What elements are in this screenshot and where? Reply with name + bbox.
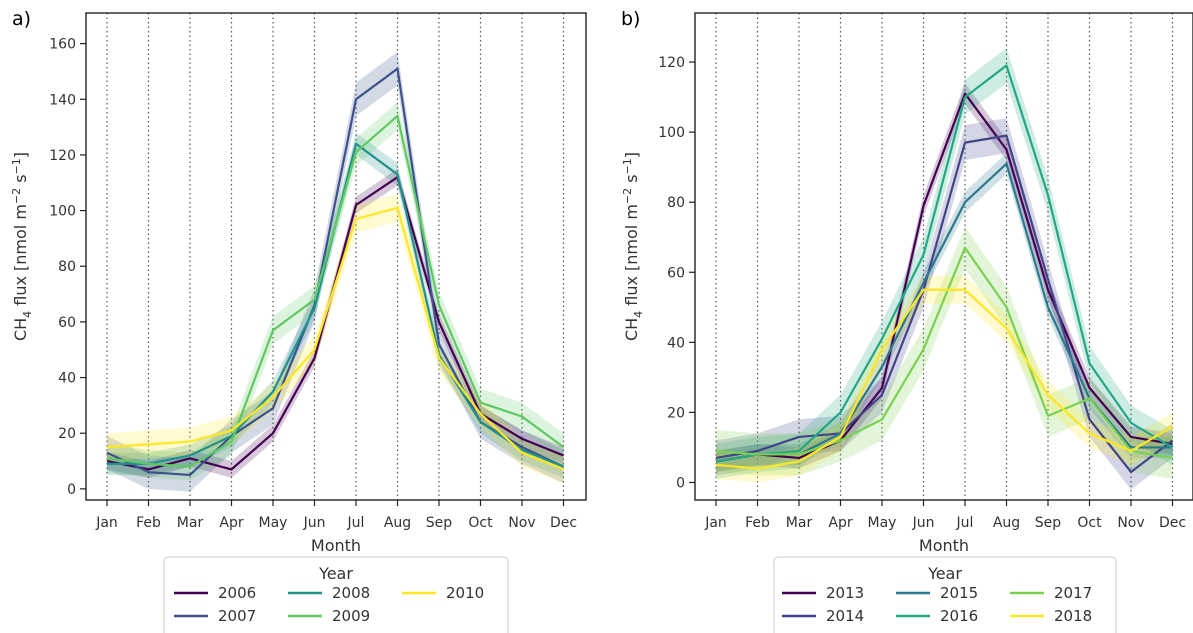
- legend-label-2010: 2010: [446, 584, 484, 602]
- y-tick-label: 100: [658, 125, 685, 141]
- confidence-band-2014: [716, 118, 1173, 490]
- y-tick-label: 20: [667, 405, 685, 421]
- x-tick-label: Nov: [508, 515, 535, 531]
- y-axis-label-part: 4: [632, 311, 645, 318]
- y-axis-label-part: −2: [10, 188, 23, 204]
- y-tick-label: 40: [58, 371, 76, 387]
- chart-panel-a: 0 20 40 60 80 100 120 140 160 Jan Feb Mar Apr May Jun J…: [10, 8, 587, 633]
- x-tick-label: May: [868, 515, 897, 531]
- plot-frame: [85, 12, 587, 501]
- y-axis-label-part: flux [nmol m: [622, 204, 641, 311]
- x-axis-label: Month: [919, 536, 969, 555]
- x-tick-label: Mar: [177, 515, 204, 531]
- legend-box: [163, 556, 509, 633]
- x-tick-label: Dec: [550, 515, 577, 531]
- legend-label-2015: 2015: [940, 584, 978, 602]
- x-tick-label: May: [259, 515, 288, 531]
- y-tick-label: 60: [667, 265, 685, 281]
- panel-label: a): [12, 8, 31, 30]
- y-tick-label: 140: [49, 92, 76, 108]
- x-tick-label: Apr: [219, 515, 243, 531]
- x-tick-label: Sep: [426, 515, 453, 531]
- y-axis-label-part: 4: [21, 311, 34, 318]
- series-line-2016: [715, 64, 1174, 463]
- y-tick-label: 120: [658, 55, 685, 71]
- x-tick-label: Jun: [912, 515, 935, 531]
- x-tick-label: Mar: [786, 515, 813, 531]
- legend-label-2018: 2018: [1054, 607, 1092, 625]
- x-tick-label: Jul: [956, 515, 974, 531]
- confidence-band-2010: [107, 193, 564, 484]
- legend: Year 2013 2014 2015 2016 2017 2018: [773, 556, 1117, 633]
- y-tick-label: 0: [67, 482, 76, 498]
- legend-title: Year: [927, 564, 962, 583]
- legend: Year 2006 2007 2008 2009 2010: [163, 556, 509, 633]
- y-axis-label-part: −2: [621, 188, 634, 204]
- y-axis-label: CH4 flux [nmol m−2 s−1]: [10, 152, 34, 341]
- x-tick-label: Oct: [1077, 515, 1102, 531]
- legend-box: [773, 556, 1117, 633]
- plot-frame: [694, 12, 1193, 501]
- x-tick-label: Feb: [136, 515, 161, 531]
- panel-label: b): [621, 8, 640, 30]
- y-tick-label: 40: [667, 335, 685, 351]
- y-tick-label: 100: [49, 204, 76, 220]
- confidence-band-2015: [716, 153, 1173, 472]
- y-tick-label: 80: [58, 259, 76, 275]
- x-tick-label: Sep: [1035, 515, 1062, 531]
- y-axis-label-part: ]: [11, 152, 30, 158]
- legend-label-2013: 2013: [826, 584, 864, 602]
- x-tick-label: Nov: [1117, 515, 1144, 531]
- y-tick-label: 20: [58, 426, 76, 442]
- legend-label-2007: 2007: [218, 607, 256, 625]
- y-axis-label-part: −1: [10, 158, 23, 174]
- y-axis-label-part: CH: [622, 318, 641, 341]
- legend-label-2009: 2009: [332, 607, 370, 625]
- series-line-2017: [715, 246, 1173, 460]
- y-tick-label: 0: [676, 475, 685, 491]
- y-axis-label-part: flux [nmol m: [11, 204, 30, 311]
- y-axis-label: CH4 flux [nmol m−2 s−1]: [621, 152, 645, 341]
- series-line-2010: [106, 206, 564, 471]
- x-tick-label: Aug: [384, 515, 411, 531]
- x-tick-label: Jul: [347, 515, 365, 531]
- y-axis-label-part: ]: [622, 152, 641, 158]
- x-tick-label: Jan: [95, 515, 118, 531]
- y-axis-label-part: s: [622, 174, 641, 187]
- x-tick-label: Jun: [303, 515, 326, 531]
- legend-label-2008: 2008: [332, 584, 370, 602]
- confidence-band-2008: [107, 132, 564, 478]
- y-tick-label: 120: [49, 148, 76, 164]
- legend-label-2014: 2014: [826, 607, 864, 625]
- y-tick-label: 60: [58, 315, 76, 331]
- series-line-2013: [715, 92, 1173, 463]
- confidence-band-2018: [716, 275, 1173, 483]
- x-axis-label: Month: [311, 536, 361, 555]
- series-line-2009: [106, 114, 565, 468]
- x-tick-label: Dec: [1159, 515, 1186, 531]
- x-tick-label: Feb: [745, 515, 770, 531]
- x-tick-label: Oct: [468, 515, 493, 531]
- x-tick-label: Jan: [704, 515, 727, 531]
- legend-label-2006: 2006: [218, 584, 256, 602]
- y-tick-label: 160: [49, 37, 76, 53]
- confidence-band-2017: [716, 226, 1173, 479]
- y-axis-label-part: −1: [621, 158, 634, 174]
- series-line-2018: [715, 288, 1174, 470]
- x-tick-label: Apr: [828, 515, 852, 531]
- x-tick-label: Aug: [993, 515, 1020, 531]
- chart-panel-b: 0 20 40 60 80 100 120 Jan Feb Mar Apr May Jun Jul Aug S…: [621, 8, 1193, 633]
- y-axis-label-part: s: [11, 174, 30, 187]
- y-tick-label: 80: [667, 195, 685, 211]
- legend-title: Year: [318, 564, 353, 583]
- legend-label-2016: 2016: [940, 607, 978, 625]
- y-axis-label-part: CH: [11, 318, 30, 341]
- series-line-2014: [715, 134, 1174, 474]
- legend-label-2017: 2017: [1054, 584, 1092, 602]
